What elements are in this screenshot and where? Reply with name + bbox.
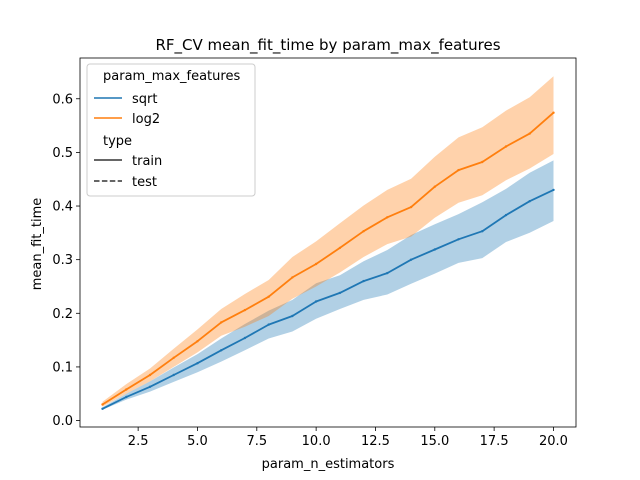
point-log2-4 (172, 356, 175, 359)
point-log2-2 (125, 388, 128, 391)
confidence-bands (102, 76, 554, 410)
point-log2-11 (338, 246, 342, 250)
point-log2-13 (386, 216, 389, 219)
point-log2-15 (433, 185, 436, 188)
point-sqrt-16 (457, 238, 460, 241)
point-sqrt-19 (528, 200, 531, 203)
legend-train-label: train (132, 154, 162, 169)
legend-log2-label: log2 (132, 112, 160, 127)
y-tick-label: 0.6 (52, 92, 73, 107)
band-sqrt (102, 160, 554, 410)
point-log2-18 (504, 145, 508, 148)
legend: param_max_features sqrt log2 type train … (86, 63, 256, 197)
point-sqrt-14 (409, 258, 413, 261)
legend-style-title: type (103, 134, 132, 149)
point-log2-5 (196, 340, 199, 343)
line-sqrt (102, 189, 554, 410)
x-tick-label: 7.5 (246, 434, 267, 449)
x-tick-label: 5.0 (187, 434, 208, 449)
point-log2-12 (362, 230, 365, 233)
legend-sqrt-label: sqrt (132, 92, 157, 107)
point-sqrt-5 (196, 362, 199, 365)
chart-title: RF_CV mean_fit_time by param_max_feature… (155, 36, 500, 55)
point-sqrt-9 (291, 314, 294, 318)
point-log2-20 (552, 111, 555, 114)
point-sqrt-7 (243, 336, 247, 340)
legend-hue-title: param_max_features (103, 69, 240, 84)
point-sqrt-11 (338, 291, 342, 295)
point-sqrt-10 (314, 300, 318, 303)
point-log2-9 (291, 276, 294, 279)
x-tick-label: 20.0 (539, 434, 568, 449)
y-tick-label: 0.5 (52, 146, 73, 161)
point-log2-16 (457, 168, 460, 172)
point-log2-3 (148, 373, 152, 377)
x-tick-label: 15.0 (420, 434, 449, 449)
point-sqrt-13 (386, 271, 389, 275)
point-sqrt-3 (148, 385, 152, 388)
y-axis-ticks: 0.0 0.1 0.2 0.3 0.4 0.5 0.6 (52, 92, 80, 429)
point-sqrt-12 (362, 279, 365, 283)
point-sqrt-4 (172, 373, 175, 377)
point-sqrt-8 (267, 323, 270, 326)
plot-frame (79, 57, 577, 428)
band-log2 (102, 76, 554, 407)
x-axis-ticks: 2.5 5.0 7.5 10.0 12.5 15.0 17.5 20.0 (128, 427, 568, 449)
point-sqrt-2 (125, 395, 128, 399)
point-sqrt-17 (481, 230, 484, 233)
point-sqrt-6 (220, 349, 223, 352)
line-log2 (102, 112, 555, 406)
y-tick-label: 0.1 (52, 360, 73, 375)
point-log2-7 (243, 308, 247, 312)
y-axis-label: mean_fit_time (30, 198, 45, 291)
series-lines (101, 111, 555, 410)
legend-box (86, 63, 256, 197)
point-log2-6 (220, 321, 223, 324)
x-axis-label: param_n_estimators (262, 457, 395, 472)
point-log2-10 (314, 262, 318, 266)
point-sqrt-18 (504, 213, 508, 217)
y-tick-label: 0.2 (52, 307, 73, 322)
point-log2-19 (528, 132, 531, 135)
point-log2-1 (101, 403, 104, 406)
point-log2-8 (267, 295, 270, 298)
x-tick-label: 2.5 (128, 434, 149, 449)
y-tick-label: 0.3 (52, 253, 73, 268)
y-tick-label: 0.0 (52, 414, 73, 429)
point-log2-17 (481, 160, 484, 164)
point-sqrt-1 (101, 407, 104, 410)
x-tick-label: 17.5 (480, 434, 509, 449)
point-sqrt-15 (433, 248, 436, 251)
point-sqrt-20 (552, 188, 555, 192)
legend-test-label: test (132, 175, 157, 190)
y-tick-label: 0.4 (52, 200, 73, 215)
point-log2-14 (409, 205, 413, 209)
x-tick-label: 12.5 (361, 434, 390, 449)
x-tick-label: 10.0 (302, 434, 331, 449)
